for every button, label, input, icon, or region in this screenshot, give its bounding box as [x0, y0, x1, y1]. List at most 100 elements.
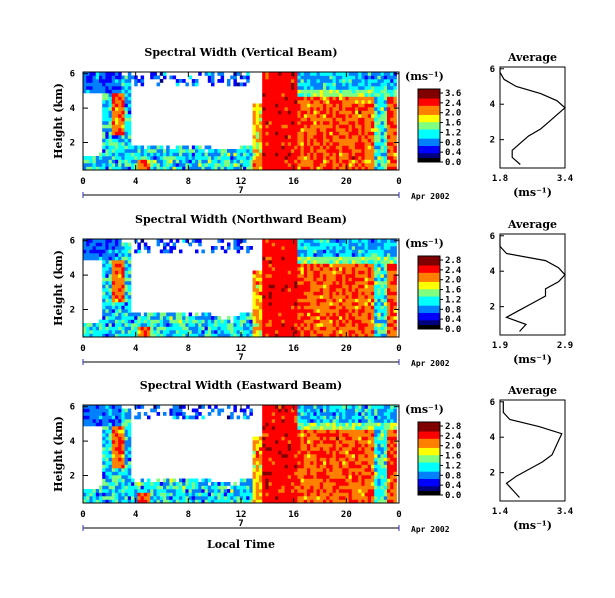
- heatmap-cell: [319, 100, 324, 104]
- heatmap-cell: [303, 330, 308, 334]
- heatmap-cell: [268, 422, 273, 427]
- heatmap-cell: [124, 323, 129, 327]
- heatmap-cell: [118, 267, 122, 271]
- heatmap-cell: [300, 405, 305, 409]
- heatmap-cell: [351, 291, 356, 296]
- heatmap-cell: [310, 253, 314, 257]
- heatmap-cell: [387, 117, 391, 122]
- heatmap-cell: [310, 96, 314, 101]
- colorbar-band: [418, 101, 440, 104]
- heatmap-cell: [83, 326, 87, 331]
- heatmap-cell: [284, 121, 289, 125]
- heatmap-cell: [156, 166, 161, 171]
- heatmap-cell: [275, 263, 279, 268]
- heatmap-cell: [175, 152, 180, 157]
- heatmap-cell: [265, 242, 269, 247]
- heatmap-cell: [313, 319, 317, 324]
- heatmap-cell: [351, 239, 356, 243]
- heatmap-cell: [262, 429, 266, 434]
- heatmap-cell: [108, 239, 113, 243]
- heatmap-cell: [316, 138, 321, 143]
- heatmap-cell: [307, 138, 311, 143]
- heatmap-cell: [268, 489, 273, 493]
- heatmap-cell: [364, 302, 369, 306]
- heatmap-cell: [323, 149, 327, 153]
- heatmap-cell: [355, 253, 359, 257]
- heatmap-cell: [111, 412, 116, 416]
- heatmap-cell: [140, 323, 145, 327]
- heatmap-cell: [268, 419, 273, 423]
- heatmap-cell: [339, 305, 343, 310]
- heatmap-cell: [326, 281, 330, 285]
- heatmap-cell: [92, 499, 97, 504]
- heatmap-cell: [326, 142, 330, 146]
- heatmap-cell: [111, 274, 116, 278]
- heatmap-cell: [118, 485, 122, 490]
- heatmap-cell: [127, 110, 132, 115]
- heatmap-cell: [271, 333, 276, 338]
- heatmap-cell: [300, 79, 305, 83]
- heatmap-cell: [214, 149, 218, 153]
- heatmap-cell: [271, 270, 276, 275]
- heatmap-cell: [111, 440, 116, 444]
- heatmap-cell: [198, 159, 202, 164]
- heatmap-cell: [137, 159, 141, 164]
- heatmap-cell: [348, 284, 353, 289]
- heatmap-cell: [316, 302, 321, 306]
- heatmap-cell: [383, 288, 388, 292]
- heatmap-cell: [198, 166, 202, 171]
- heatmap-cell: [335, 135, 340, 139]
- heatmap-cell: [115, 124, 119, 129]
- heatmap-cell: [211, 333, 215, 338]
- heatmap-cell: [390, 128, 394, 132]
- heatmap-cell: [147, 316, 151, 320]
- heatmap-cell: [163, 499, 167, 504]
- heatmap-cell: [307, 263, 311, 268]
- heatmap-cell: [332, 103, 337, 108]
- heatmap-cell: [307, 72, 311, 76]
- heatmap-cell: [121, 96, 125, 101]
- heatmap-cell: [303, 291, 308, 296]
- heatmap-cell: [390, 319, 394, 324]
- heatmap-cell: [287, 256, 292, 261]
- heatmap-cell: [86, 256, 90, 261]
- heatmap-cell: [118, 408, 122, 413]
- heatmap-cell: [147, 496, 151, 500]
- heatmap-cell: [204, 485, 209, 490]
- heatmap-cell: [127, 461, 132, 465]
- heatmap-cell: [268, 128, 273, 132]
- heatmap-cell: [134, 82, 138, 87]
- heatmap-cell: [291, 72, 295, 76]
- heatmap-cell: [243, 152, 247, 157]
- heatmap-cell: [294, 128, 298, 132]
- heatmap-cell: [300, 291, 305, 296]
- heatmap-cell: [297, 82, 301, 87]
- heatmap-cell: [115, 454, 119, 458]
- heatmap-cell: [281, 152, 285, 157]
- heatmap-cell: [307, 159, 311, 164]
- heatmap-cell: [265, 82, 269, 87]
- heatmap-cell: [281, 326, 285, 331]
- heatmap-cell: [198, 492, 202, 497]
- heatmap-cell: [252, 131, 257, 136]
- heatmap-cell: [262, 323, 266, 327]
- colorbar-tick-label: 2.0: [445, 109, 461, 119]
- heatmap-cell: [332, 163, 337, 167]
- heatmap-cell: [108, 440, 113, 444]
- heatmap-cell: [108, 330, 113, 334]
- heatmap-cell: [377, 152, 381, 157]
- heatmap-cell: [294, 295, 298, 299]
- heatmap-cell: [307, 86, 311, 90]
- heatmap-cell: [131, 485, 135, 490]
- heatmap-cell: [137, 489, 141, 493]
- heatmap-cell: [259, 450, 263, 455]
- heatmap-cell: [143, 412, 148, 416]
- heatmap-cell: [281, 89, 285, 94]
- heatmap-cell: [319, 277, 324, 282]
- heatmap-cell: [153, 485, 157, 490]
- heatmap-cell: [300, 426, 305, 430]
- heatmap-cell: [364, 163, 369, 167]
- heatmap-cell: [345, 256, 349, 261]
- heatmap-cell: [118, 482, 122, 486]
- heatmap-cell: [121, 131, 125, 136]
